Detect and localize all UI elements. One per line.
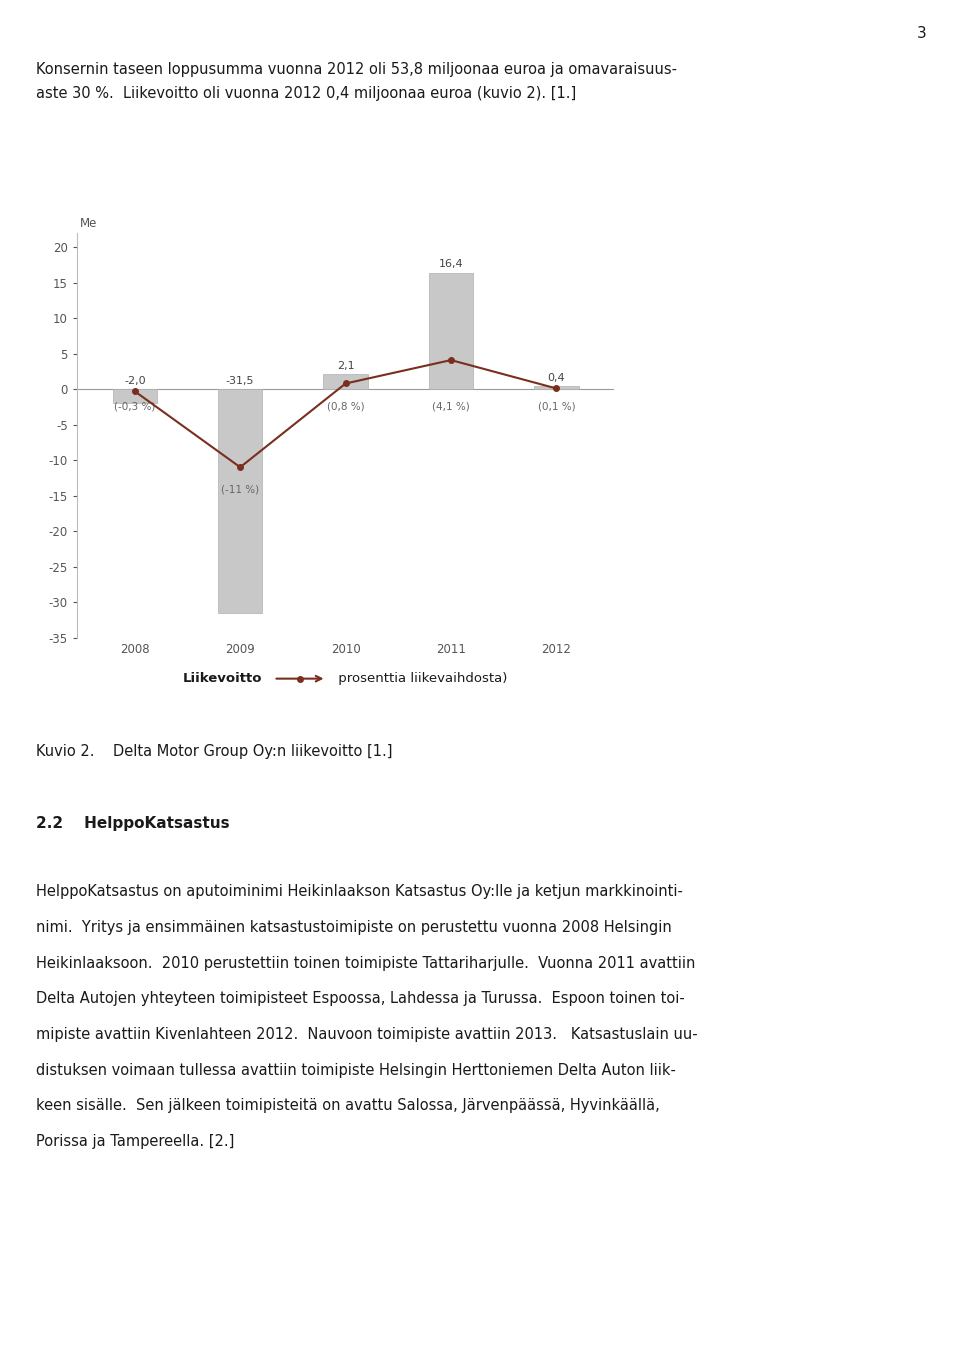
- Text: -2,0: -2,0: [124, 376, 146, 385]
- Bar: [429, 273, 473, 389]
- Text: nimi.  Yritys ja ensimmäinen katsastustoimipiste on perustettu vuonna 2008 Helsi: nimi. Yritys ja ensimmäinen katsastustoi…: [36, 920, 672, 935]
- Text: Heikinlaaksoon.  2010 perustettiin toinen toimipiste Tattariharjulle.  Vuonna 20: Heikinlaaksoon. 2010 perustettiin toinen…: [36, 956, 696, 971]
- Text: keen sisälle.  Sen jälkeen toimipisteitä on avattu Salossa, Järvenpäässä, Hyvink: keen sisälle. Sen jälkeen toimipisteitä …: [36, 1098, 660, 1113]
- Text: (-0,3 %): (-0,3 %): [114, 402, 156, 411]
- Bar: [324, 374, 368, 389]
- Text: Me: Me: [80, 217, 97, 229]
- Text: Porissa ja Tampereella. [2.]: Porissa ja Tampereella. [2.]: [36, 1134, 235, 1149]
- Text: Kuvio 2.    Delta Motor Group Oy:n liikevoitto [1.]: Kuvio 2. Delta Motor Group Oy:n liikevoi…: [36, 744, 393, 760]
- Text: (0,1 %): (0,1 %): [538, 402, 575, 411]
- Text: mipiste avattiin Kivenlahteen 2012.  Nauvoon toimipiste avattiin 2013.   Katsast: mipiste avattiin Kivenlahteen 2012. Nauv…: [36, 1027, 698, 1042]
- Text: HelppoKatsastus on aputoiminimi Heikinlaakson Katsastus Oy:lle ja ketjun markkin: HelppoKatsastus on aputoiminimi Heikinla…: [36, 884, 684, 899]
- Text: 16,4: 16,4: [439, 259, 464, 269]
- Text: -31,5: -31,5: [226, 376, 254, 385]
- Text: Liikevoitto: Liikevoitto: [182, 672, 262, 686]
- Text: prosenttia liikevaihdosta): prosenttia liikevaihdosta): [334, 672, 508, 686]
- Text: (0,8 %): (0,8 %): [326, 402, 365, 411]
- Text: (-11 %): (-11 %): [221, 485, 259, 495]
- Bar: [218, 389, 262, 613]
- Text: aste 30 %.  Liikevoitto oli vuonna 2012 0,4 miljoonaa euroa (kuvio 2). [1.]: aste 30 %. Liikevoitto oli vuonna 2012 0…: [36, 86, 577, 101]
- Text: Konsernin taseen loppusumma vuonna 2012 oli 53,8 miljoonaa euroa ja omavaraisuus: Konsernin taseen loppusumma vuonna 2012 …: [36, 62, 678, 77]
- Bar: [535, 387, 579, 389]
- Bar: [112, 389, 156, 403]
- Text: 2.2    HelppoKatsastus: 2.2 HelppoKatsastus: [36, 816, 230, 831]
- Text: 0,4: 0,4: [547, 373, 565, 383]
- Text: Delta Autojen yhteyteen toimipisteet Espoossa, Lahdessa ja Turussa.  Espoon toin: Delta Autojen yhteyteen toimipisteet Esp…: [36, 991, 685, 1006]
- Text: 3: 3: [917, 26, 926, 41]
- Text: 2,1: 2,1: [337, 361, 354, 370]
- Text: distuksen voimaan tullessa avattiin toimipiste Helsingin Herttoniemen Delta Auto: distuksen voimaan tullessa avattiin toim…: [36, 1063, 677, 1078]
- Text: (4,1 %): (4,1 %): [432, 402, 469, 411]
